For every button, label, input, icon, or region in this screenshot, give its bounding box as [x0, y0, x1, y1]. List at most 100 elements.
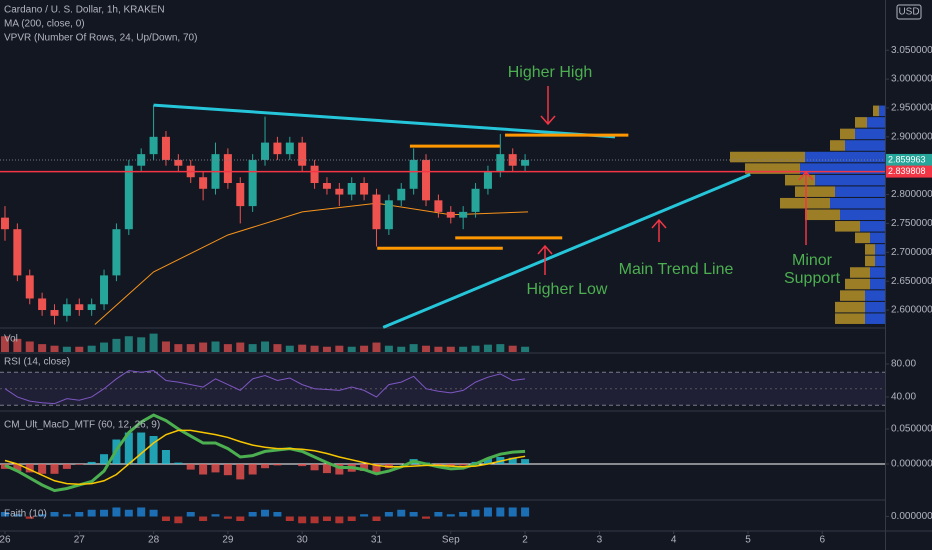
bar — [483, 344, 492, 352]
profile-down — [830, 140, 845, 151]
bar — [496, 507, 505, 517]
price-label: 2.859963 — [888, 154, 926, 164]
panel-title[interactable]: RSI (14, close) — [4, 357, 70, 368]
profile-up — [865, 290, 885, 301]
histogram-bar — [248, 464, 257, 475]
candle-body — [261, 142, 270, 160]
candle-body — [236, 183, 245, 207]
bar — [25, 516, 34, 519]
candle-body — [25, 275, 34, 299]
candle-body — [322, 183, 331, 189]
currency-box[interactable] — [896, 4, 922, 20]
bar — [248, 344, 257, 352]
x-tick-label: 27 — [74, 535, 86, 546]
bar — [38, 514, 47, 517]
bar — [360, 514, 369, 517]
bar — [261, 509, 270, 517]
candle-body — [223, 154, 232, 184]
candle-body — [298, 142, 307, 166]
bar — [100, 342, 109, 352]
y-tick-label: 3.000000 — [891, 74, 932, 85]
histogram-bar — [310, 464, 319, 471]
profile-up — [855, 128, 885, 140]
profile-down — [855, 232, 870, 244]
candle-body — [434, 200, 443, 212]
candle-body — [248, 159, 257, 207]
bar — [62, 346, 71, 352]
candle-body — [285, 142, 294, 155]
candle-body — [0, 217, 9, 230]
bar — [199, 516, 208, 521]
bar — [137, 337, 146, 352]
x-tick-label: 4 — [671, 535, 677, 546]
candle-body — [174, 159, 183, 166]
bar — [149, 333, 158, 352]
chart-title: Cardano / U. S. Dollar, 1h, KRAKEN — [4, 5, 165, 16]
candle-body — [422, 159, 431, 201]
bar — [87, 509, 96, 517]
profile-down — [850, 267, 870, 278]
histogram-bar — [25, 464, 34, 473]
histogram-bar — [161, 450, 170, 464]
profile-down — [840, 290, 865, 301]
profile-up — [870, 232, 885, 244]
histogram-bar — [124, 432, 133, 464]
panel-title[interactable]: Vol — [4, 334, 18, 345]
panel-title[interactable]: Faith (10) — [4, 509, 47, 520]
bar — [13, 514, 22, 517]
candle-body — [483, 171, 492, 189]
x-tick-label: 2 — [522, 535, 528, 546]
trend-line — [153, 103, 616, 139]
bar — [50, 512, 59, 517]
candle-body — [310, 165, 319, 184]
currency[interactable]: USD — [898, 7, 919, 18]
rsi-line — [4, 370, 526, 405]
y-tick-label: 0.000000 — [891, 511, 932, 522]
bar — [186, 344, 195, 352]
candle-body — [50, 310, 59, 316]
bar — [75, 512, 84, 517]
bar — [409, 344, 418, 352]
bar — [161, 516, 170, 521]
profile-down — [835, 221, 860, 232]
panel-title[interactable]: CM_Ult_MacD_MTF (60, 12, 26, 9) — [4, 420, 160, 431]
price-tag — [886, 153, 932, 166]
rsi-band — [0, 372, 885, 406]
candle-body — [75, 304, 84, 311]
candle-body — [124, 165, 133, 230]
x-tick-label: 3 — [597, 535, 603, 546]
candle-body — [13, 229, 22, 276]
profile-up — [840, 209, 885, 221]
bar — [62, 514, 71, 517]
x-tick-label: 30 — [297, 535, 309, 546]
candle-body — [87, 304, 96, 311]
y-tick-label: 0.050000 — [891, 424, 932, 435]
bar — [397, 509, 406, 517]
bar — [471, 509, 480, 517]
y-tick-label: 3.050000 — [891, 45, 932, 56]
y-tick-label: 2.700000 — [891, 247, 932, 258]
indicator-label[interactable]: VPVR (Number Of Rows, 24, Up/Down, 70) — [4, 33, 197, 44]
annotation: Higher High — [508, 64, 592, 81]
histogram-bar — [38, 464, 47, 474]
candle-body — [273, 142, 282, 155]
indicator-label[interactable]: MA (200, close, 0) — [4, 19, 85, 30]
y-tick-label: 2.950000 — [891, 103, 932, 114]
candle-body — [372, 194, 381, 230]
profile-up — [879, 105, 885, 117]
bar — [223, 344, 232, 352]
bar — [211, 514, 220, 517]
histogram-bar — [322, 464, 331, 474]
histogram-bar — [298, 464, 307, 467]
profile-down — [865, 255, 875, 267]
bar — [409, 512, 418, 517]
profile-down — [873, 105, 879, 117]
bar — [87, 345, 96, 352]
profile-up — [867, 117, 885, 128]
bar — [310, 516, 319, 524]
bar — [50, 345, 59, 352]
candle-body — [149, 136, 158, 155]
candle-body — [471, 188, 480, 212]
